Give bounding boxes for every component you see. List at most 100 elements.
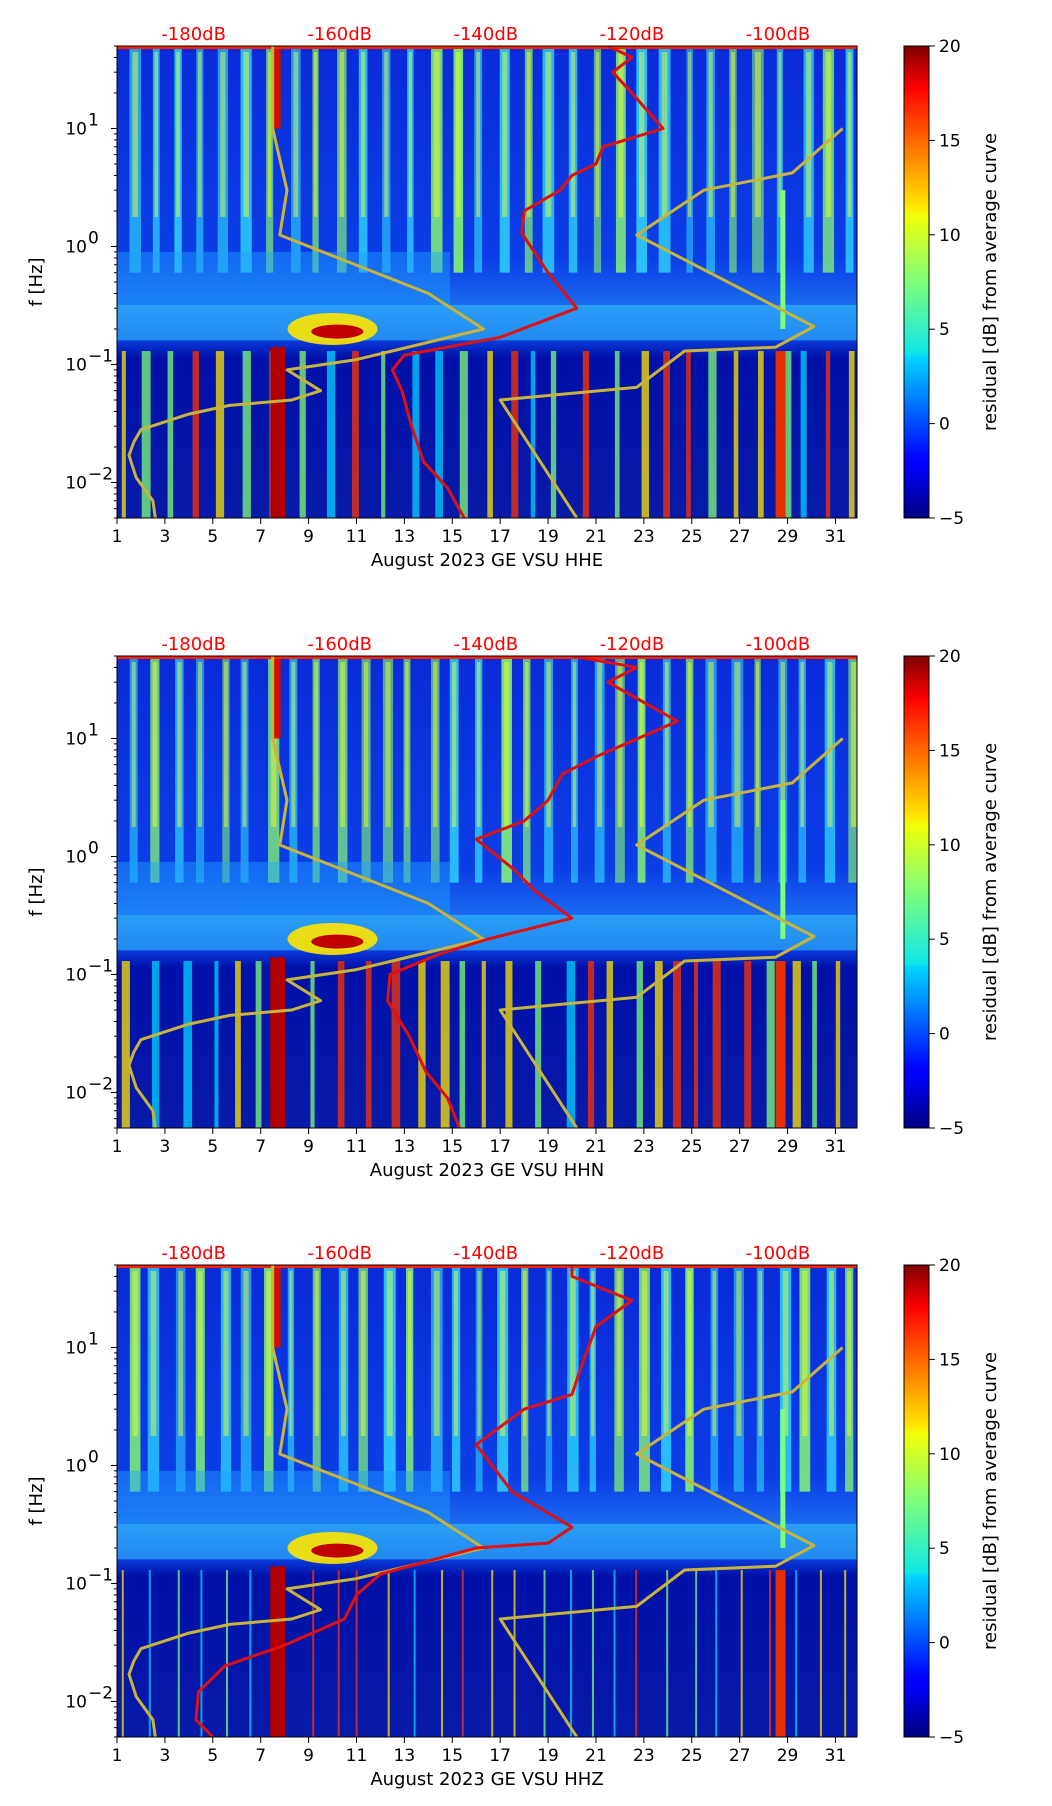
colorbar-tick-label: 10	[939, 836, 961, 856]
hf-stripe-core	[243, 52, 249, 217]
y-tick-label: 10	[65, 355, 87, 375]
x-tick-label: 27	[729, 1137, 751, 1157]
model-curve	[127, 46, 485, 518]
lf-spike	[587, 961, 595, 1128]
hf-stripe-core	[154, 52, 158, 217]
y-tick-label: 10	[65, 729, 87, 749]
quake-column-mid	[780, 190, 786, 329]
lf-spike	[695, 1570, 698, 1737]
hf-stripe-core	[708, 52, 713, 217]
lf-spike	[636, 961, 643, 1128]
heatmap-background	[117, 1265, 857, 1737]
x-tick-label: 1	[112, 1746, 123, 1766]
lf-spike	[844, 1570, 847, 1737]
hf-stripe-core	[150, 1271, 157, 1436]
lf-spike	[141, 351, 151, 518]
hf-stripe-core	[825, 52, 832, 217]
lf-spike	[312, 1570, 315, 1737]
microseism-glow	[117, 861, 450, 915]
hf-stripe-core	[433, 1271, 440, 1436]
x-tick-label: 17	[489, 1137, 511, 1157]
lf-spike	[418, 961, 426, 1128]
colorbar-tick-label: 10	[939, 1445, 961, 1465]
x-tick-label: 5	[207, 1137, 218, 1157]
colorbar-tick-label: 0	[939, 1025, 950, 1045]
hf-stripe-core	[570, 1271, 576, 1436]
lf-spike	[255, 961, 262, 1128]
y-tick-label: 10	[65, 1574, 87, 1594]
x-tick-label: 3	[159, 1746, 170, 1766]
lf-spike	[352, 351, 359, 518]
hf-stripe-core	[267, 52, 272, 217]
hf-stripe-core	[524, 662, 529, 827]
lf-spike	[121, 351, 126, 518]
quake-column	[775, 961, 786, 1128]
x-tick-label: 19	[537, 527, 559, 547]
hf-stripe-core	[827, 662, 833, 827]
hf-stripe-core	[360, 1271, 366, 1436]
db-scale-label: -160dB	[307, 24, 372, 45]
colorbar-tick-label: 15	[939, 1350, 961, 1370]
hf-stripe-core	[177, 662, 182, 827]
quake-column	[775, 1570, 786, 1737]
microseism-glow	[117, 1470, 450, 1524]
hf-stripe-core	[641, 1271, 648, 1436]
y-tick-exponent: 1	[88, 110, 99, 130]
colorbar-tick-label: 5	[939, 930, 950, 950]
hf-stripe-core	[847, 1271, 852, 1436]
lf-spike	[435, 351, 443, 518]
y-tick-exponent: 0	[88, 1447, 99, 1467]
db-scale-label: -160dB	[307, 1243, 372, 1264]
x-tick-label: 13	[394, 527, 416, 547]
hf-stripe-core	[664, 662, 669, 827]
y-axis-label: f [Hz]	[26, 257, 47, 306]
lf-spike	[766, 961, 775, 1128]
colorbar-label: residual [dB] from average curve	[980, 1352, 1001, 1650]
lf-spike	[613, 1570, 616, 1737]
lf-spike	[391, 961, 401, 1128]
hf-stripe-core	[591, 1271, 595, 1436]
hf-stripe-core	[800, 662, 805, 827]
hf-stripe-core	[570, 52, 576, 217]
x-tick-label: 31	[825, 1746, 847, 1766]
hf-stripe-core	[363, 662, 369, 827]
x-tick-label: 23	[633, 1746, 655, 1766]
hf-stripe-core	[708, 662, 714, 827]
hf-stripe-core	[734, 662, 741, 827]
hf-stripe-core	[223, 1271, 229, 1436]
lf-spike	[192, 351, 199, 518]
hf-stripe-core	[758, 1271, 763, 1436]
x-tick-label: 11	[346, 527, 368, 547]
hf-stripe-core	[806, 52, 812, 217]
lf-spike	[215, 351, 225, 518]
lf-spike	[167, 351, 174, 518]
hf-stripe-core	[152, 662, 158, 827]
hf-stripe-core	[778, 52, 782, 217]
colorbar	[903, 45, 930, 519]
quake-column-hf	[272, 46, 281, 129]
hf-stripe-core	[341, 1271, 346, 1436]
x-tick-label: 5	[207, 527, 218, 547]
db-scale-label: -180dB	[161, 634, 226, 655]
x-tick-label: 29	[777, 1137, 799, 1157]
x-axis-label: August 2023 GE VSU HHE	[371, 550, 603, 571]
lf-spike	[387, 1570, 390, 1737]
x-tick-label: 21	[585, 527, 607, 547]
quake-column	[270, 347, 286, 518]
heatmap-area	[117, 1265, 857, 1737]
hf-stripe-core	[597, 662, 603, 827]
db-scale-label: -120dB	[600, 634, 665, 655]
quake-column-hf	[272, 656, 281, 739]
quake-column	[270, 1566, 286, 1737]
hf-stripe-core	[616, 1271, 622, 1436]
lf-spike	[242, 351, 251, 518]
lf-spike	[491, 1570, 494, 1737]
hf-stripe-core	[132, 1271, 138, 1436]
db-scale-label: -140dB	[453, 1243, 518, 1264]
hf-stripe-core	[780, 662, 785, 827]
lf-spike	[782, 351, 792, 518]
colorbar-tick-label: 0	[939, 1634, 950, 1654]
db-scale-label: -140dB	[453, 24, 518, 45]
db-scale-label: -120dB	[600, 24, 665, 45]
storm-core	[311, 1543, 364, 1558]
